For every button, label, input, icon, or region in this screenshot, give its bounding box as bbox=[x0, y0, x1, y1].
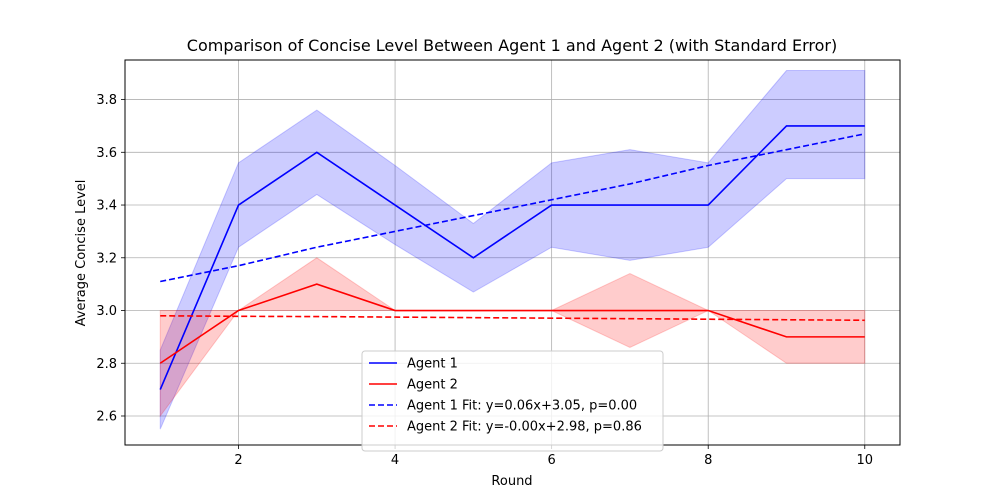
series-line-1 bbox=[159, 125, 865, 390]
y-tick-label: 3.2 bbox=[96, 251, 117, 266]
y-tick-label: 3.8 bbox=[96, 93, 117, 108]
legend: Agent 1 Agent 2 Agent 1 Fit: y=0.06x+3.05,… bbox=[361, 350, 664, 452]
y-tick-label: 3.4 bbox=[96, 199, 117, 214]
y-axis-ticks: 2.6 2.8 3.0 3.2 3.4 3.6 3.8 bbox=[96, 93, 125, 424]
series-line-2 bbox=[159, 283, 865, 364]
legend-entry-label: Agent 1 bbox=[407, 357, 458, 372]
y-tick-label: 3.6 bbox=[96, 146, 117, 161]
x-tick-label: 4 bbox=[391, 453, 399, 468]
series-line-4 bbox=[160, 314, 865, 322]
series-line-3 bbox=[160, 133, 865, 283]
x-tick-label: 2 bbox=[234, 453, 242, 468]
y-tick-label: 2.6 bbox=[96, 409, 117, 424]
legend-entry-label: Agent 2 bbox=[407, 378, 458, 393]
x-tick-label: 10 bbox=[856, 453, 873, 468]
chart-title: Comparison of Concise Level Between Agen… bbox=[187, 36, 837, 55]
legend-entry-label: Agent 2 Fit: y=-0.00x+2.98, p=0.86 bbox=[407, 420, 642, 435]
error-band-series-1 bbox=[159, 70, 866, 430]
y-tick-label: 2.8 bbox=[96, 357, 117, 372]
y-axis-label: Average Concise Level bbox=[74, 180, 89, 327]
legend-box bbox=[361, 350, 664, 452]
x-axis-label: Round bbox=[491, 474, 532, 489]
x-tick-label: 6 bbox=[548, 453, 556, 468]
legend-entry-label: Agent 1 Fit: y=0.06x+3.05, p=0.00 bbox=[407, 399, 637, 414]
y-tick-label: 3.0 bbox=[96, 304, 117, 319]
x-tick-label: 8 bbox=[704, 453, 712, 468]
series-lines bbox=[159, 125, 865, 390]
